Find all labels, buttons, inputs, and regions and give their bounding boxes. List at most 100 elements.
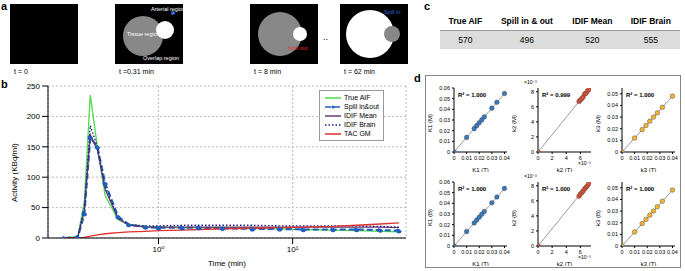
svg-text:k2 (B): k2 (B): [512, 210, 517, 226]
svg-text:0.04: 0.04: [667, 155, 678, 161]
svg-text:0.04: 0.04: [667, 249, 678, 255]
svg-text:0: 0: [620, 155, 623, 161]
svg-text:0.02: 0.02: [439, 222, 450, 228]
svg-text:0.02: 0.02: [474, 249, 485, 255]
svg-text:0.01: 0.01: [629, 155, 640, 161]
svg-text:2: 2: [531, 228, 534, 234]
html-text:True AIF: True AIF: [448, 16, 483, 26]
svg-text:0.02: 0.02: [642, 155, 653, 161]
svg-text:Spill out: Spill out: [288, 45, 308, 51]
svg-text:0.06: 0.06: [439, 85, 450, 91]
svg-text:0.02: 0.02: [607, 220, 618, 226]
html-text:IDIF Mean: IDIF Mean: [572, 16, 613, 26]
svg-text:2: 2: [551, 249, 554, 255]
svg-text:t = 0: t = 0: [14, 68, 28, 75]
svg-text:0: 0: [452, 249, 455, 255]
svg-text:4: 4: [565, 155, 568, 161]
svg-text:0.02: 0.02: [607, 126, 618, 132]
svg-text:Tissue region: Tissue region: [127, 31, 160, 37]
svg-text:0.02: 0.02: [439, 128, 450, 134]
svg-text:0.04: 0.04: [499, 155, 510, 161]
svg-text:6: 6: [531, 104, 534, 110]
svg-text:0: 0: [452, 155, 455, 161]
svg-text:K1 (M): K1 (M): [428, 114, 433, 132]
svg-text:0.03: 0.03: [607, 114, 618, 120]
svg-text:k3 (B): k3 (B): [596, 210, 601, 226]
svg-text:0.01: 0.01: [607, 231, 618, 237]
svg-text:250: 250: [27, 82, 41, 91]
svg-text:0.05: 0.05: [439, 96, 450, 102]
html-text:570: 570: [458, 35, 473, 45]
svg-text:0: 0: [615, 243, 618, 249]
svg-text:0.04: 0.04: [499, 249, 510, 255]
html-text:Spill in & out: Spill in & out: [500, 16, 553, 26]
svg-text:0.03: 0.03: [439, 117, 450, 123]
svg-text:0.04: 0.04: [607, 196, 618, 202]
svg-text:0.02: 0.02: [474, 155, 485, 161]
svg-text:10¹: 10¹: [287, 245, 299, 254]
svg-text:0: 0: [615, 149, 618, 155]
svg-text:0.03: 0.03: [486, 155, 497, 161]
svg-text:0.03: 0.03: [439, 211, 450, 217]
svg-text:0.05: 0.05: [439, 190, 450, 196]
svg-text:0: 0: [447, 149, 450, 155]
svg-text:k3 (T): k3 (T): [641, 261, 657, 266]
svg-text:0: 0: [620, 249, 623, 255]
svg-text:200: 200: [27, 112, 41, 121]
svg-text:4: 4: [531, 119, 534, 125]
svg-text:0.01: 0.01: [461, 155, 472, 161]
svg-text:Time (min): Time (min): [208, 259, 246, 268]
svg-text:k2 (T): k2 (T): [557, 167, 573, 172]
svg-text:0.03: 0.03: [607, 208, 618, 214]
svg-text:0: 0: [531, 149, 534, 155]
svg-text:0: 0: [536, 155, 539, 161]
svg-text:0.06: 0.06: [439, 179, 450, 185]
svg-text:0: 0: [536, 249, 539, 255]
svg-text:6: 6: [531, 198, 534, 204]
svg-text:t =0.31 min: t =0.31 min: [119, 68, 154, 75]
svg-text:K1 (B): K1 (B): [428, 209, 433, 226]
svg-text:K1 (T): K1 (T): [472, 167, 489, 172]
svg-text:0: 0: [531, 243, 534, 249]
svg-text:0.03: 0.03: [654, 155, 665, 161]
svg-text:0.03: 0.03: [654, 249, 665, 255]
svg-text:2: 2: [531, 134, 534, 140]
svg-text:0.04: 0.04: [607, 102, 618, 108]
svg-text:Activity (KBq/ml): Activity (KBq/ml): [10, 143, 19, 202]
svg-text:Overlap region: Overlap region: [143, 55, 179, 61]
svg-text:Spill in: Spill in: [384, 9, 400, 15]
svg-text:2: 2: [551, 155, 554, 161]
svg-text:k2 (M): k2 (M): [512, 115, 517, 132]
svg-text:0.05: 0.05: [607, 91, 618, 97]
svg-text:k3 (T): k3 (T): [641, 167, 657, 172]
svg-text:0: 0: [36, 234, 41, 243]
svg-text:50: 50: [31, 203, 40, 212]
svg-text:8: 8: [531, 89, 534, 95]
svg-text:0.01: 0.01: [607, 137, 618, 143]
svg-text:8: 8: [531, 183, 534, 189]
svg-text:0.02: 0.02: [642, 249, 653, 255]
svg-text:150: 150: [27, 143, 41, 152]
svg-text:k3 (M): k3 (M): [596, 115, 601, 132]
svg-text:10⁰: 10⁰: [152, 245, 164, 254]
svg-text:4: 4: [565, 249, 568, 255]
svg-text:4: 4: [531, 213, 534, 219]
svg-text:K1 (T): K1 (T): [472, 261, 489, 266]
html-text:496: 496: [519, 35, 534, 45]
svg-text:0.01: 0.01: [629, 249, 640, 255]
svg-text:t = 8 min: t = 8 min: [254, 68, 281, 75]
svg-text:0.03: 0.03: [486, 249, 497, 255]
svg-text:0: 0: [447, 243, 450, 249]
svg-text:100: 100: [27, 173, 41, 182]
svg-text:0.01: 0.01: [439, 138, 450, 144]
svg-text:..: ..: [323, 32, 328, 42]
svg-text:t = 62 min: t = 62 min: [344, 68, 375, 75]
svg-text:0.01: 0.01: [461, 249, 472, 255]
svg-text:0.04: 0.04: [439, 200, 450, 206]
svg-text:Arterial region: Arterial region: [151, 6, 185, 12]
html-text:IDIF Brain: IDIF Brain: [630, 16, 671, 26]
svg-text:k2 (T): k2 (T): [557, 261, 573, 266]
svg-text:0.04: 0.04: [439, 106, 450, 112]
svg-text:0.01: 0.01: [439, 232, 450, 238]
svg-text:0.05: 0.05: [607, 185, 618, 191]
